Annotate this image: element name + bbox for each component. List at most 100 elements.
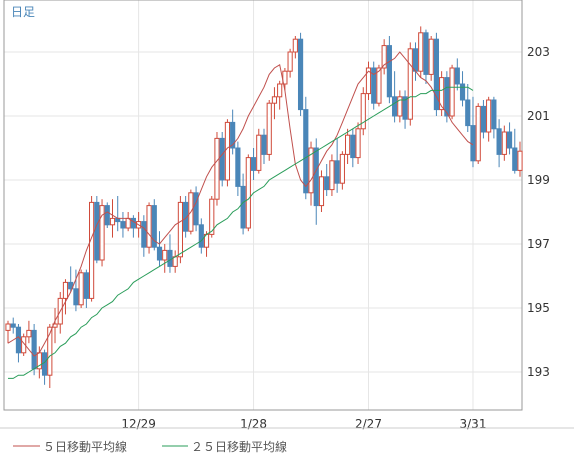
candle-up xyxy=(266,102,272,155)
candle-down xyxy=(15,326,22,354)
candle-down xyxy=(444,77,450,117)
candle-down xyxy=(459,83,466,101)
candle-down xyxy=(73,288,79,306)
y-tick-label: 195 xyxy=(527,301,550,315)
candle-up xyxy=(5,323,11,331)
ma25-line xyxy=(8,86,474,379)
x-tick-label: 3/31 xyxy=(460,417,487,431)
candle-down xyxy=(313,147,319,207)
legend-label-ma5: ５日移動平均線 xyxy=(43,439,127,454)
candle-down xyxy=(31,329,37,370)
candle-down xyxy=(303,109,309,194)
candle-down xyxy=(386,45,392,98)
candle-down xyxy=(250,157,257,171)
y-tick-label: 201 xyxy=(527,109,550,123)
candle-up xyxy=(177,201,183,258)
candle-up xyxy=(418,32,424,72)
candle-up xyxy=(224,121,231,181)
candle-down xyxy=(334,160,340,184)
plot-frame xyxy=(3,0,523,411)
candle-up xyxy=(318,176,325,207)
candle-down xyxy=(94,201,100,261)
candle-down xyxy=(512,147,518,171)
candle-down xyxy=(10,323,16,328)
candle-up xyxy=(486,99,492,133)
candle-up xyxy=(376,67,382,104)
x-tick-label: 2/27 xyxy=(355,417,382,431)
candle-up xyxy=(271,96,278,104)
y-tick-label: 197 xyxy=(527,237,550,251)
legend-label-ma25: ２５日移動平均線 xyxy=(191,439,287,454)
y-tick-label: 199 xyxy=(527,173,550,187)
candle-up xyxy=(209,198,215,235)
candle-up xyxy=(245,157,251,229)
candle-up xyxy=(475,105,481,162)
candle-up xyxy=(329,160,335,191)
candle-up xyxy=(62,281,69,299)
candle-down xyxy=(151,205,157,248)
candle-down xyxy=(41,352,48,376)
candle-up xyxy=(277,83,283,98)
candle-down xyxy=(433,38,439,111)
candle-up xyxy=(355,128,361,159)
candle-up xyxy=(109,217,116,226)
y-tick-label: 193 xyxy=(527,365,550,379)
candle-up xyxy=(308,147,314,194)
candle-up xyxy=(517,150,523,171)
candle-up xyxy=(501,131,507,155)
y-tick-label: 203 xyxy=(527,45,550,59)
period-label: 日足 xyxy=(11,5,35,19)
candle-up xyxy=(47,326,53,376)
candle-up xyxy=(146,205,152,248)
candle-down xyxy=(491,99,497,130)
candle-up xyxy=(407,48,413,120)
candle-down xyxy=(324,176,330,191)
candle-down xyxy=(261,134,267,155)
candle-down xyxy=(480,105,487,133)
moving-average-lines xyxy=(7,51,474,379)
candle-down xyxy=(83,272,89,299)
candle-down xyxy=(104,205,110,226)
x-tick-label: 1/28 xyxy=(240,417,267,431)
candle-down xyxy=(156,246,163,261)
ma5-line xyxy=(7,51,474,357)
candle-down xyxy=(392,96,398,117)
candle-up xyxy=(339,153,345,184)
candle-down xyxy=(423,32,429,75)
candle-down xyxy=(183,201,189,232)
candle-up xyxy=(21,336,27,354)
candle-up xyxy=(256,134,262,171)
candle-down xyxy=(402,96,408,120)
candle-down xyxy=(235,147,241,187)
candle-down xyxy=(219,137,225,181)
legend: ５日移動平均線 ２５日移動平均線 xyxy=(13,439,287,454)
candle-up xyxy=(214,137,220,200)
candle-down xyxy=(141,221,147,248)
candle-up xyxy=(292,38,298,53)
candle-up xyxy=(78,272,84,306)
candle-down xyxy=(470,125,476,162)
candle-down xyxy=(130,217,136,229)
candle-up xyxy=(428,38,434,75)
candle-up xyxy=(162,249,168,261)
candle-down xyxy=(230,121,236,149)
candle-down xyxy=(412,48,419,72)
candle-up xyxy=(89,201,95,299)
candle-down xyxy=(167,249,173,267)
candle-down xyxy=(240,185,246,229)
candle-up xyxy=(360,93,366,130)
candle-up xyxy=(365,67,372,95)
candle-down xyxy=(454,67,460,85)
candle-down xyxy=(193,192,199,226)
candle-up xyxy=(381,45,387,69)
candle-up xyxy=(439,77,445,111)
candle-up xyxy=(26,329,32,338)
candle-down xyxy=(506,131,513,149)
x-tick-label: 12/29 xyxy=(121,417,156,431)
candle-down xyxy=(120,221,126,229)
candle-up xyxy=(287,51,293,72)
candle-down xyxy=(496,128,502,155)
